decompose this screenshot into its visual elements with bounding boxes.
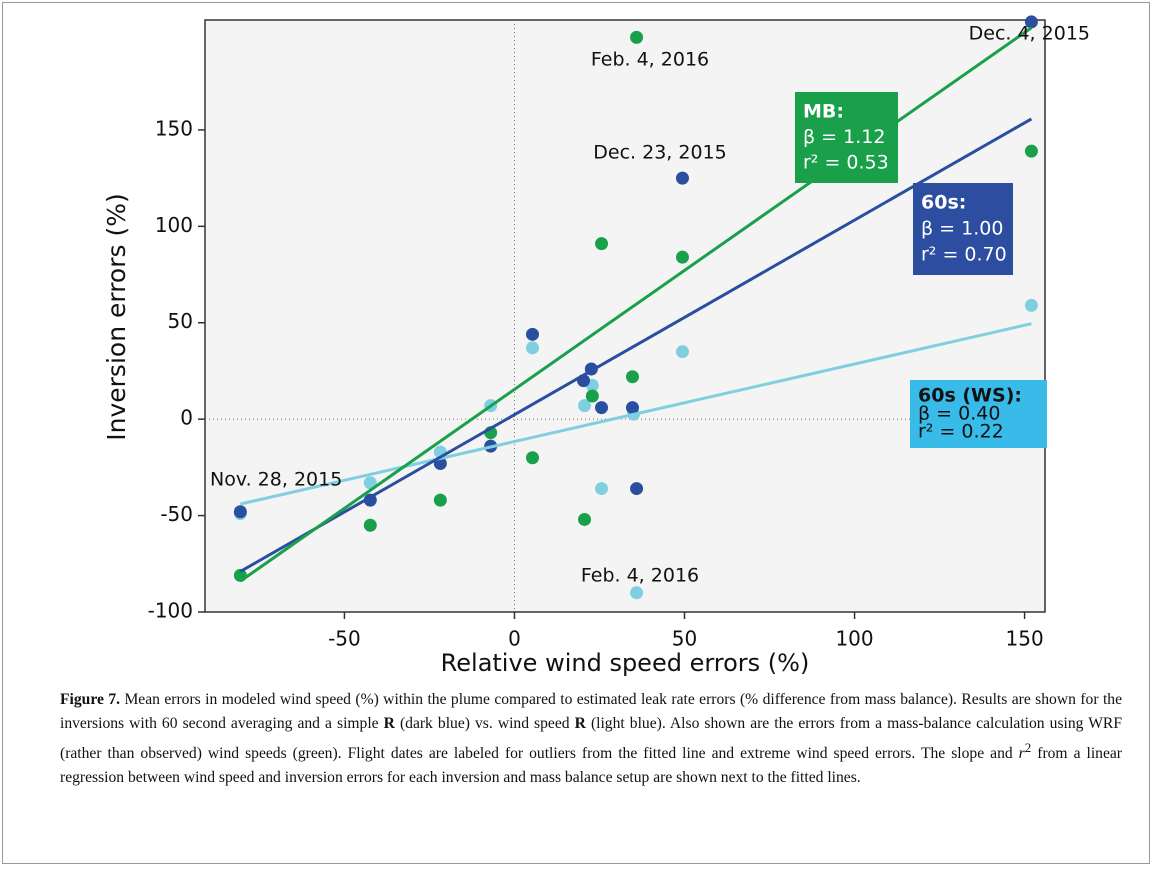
caption-symbol: R: [574, 715, 586, 732]
caption-symbol: R: [383, 715, 395, 732]
stats-name: 60s:: [921, 192, 966, 214]
point: [675, 171, 689, 185]
point: [595, 482, 609, 496]
point: [1024, 298, 1038, 312]
point: [433, 493, 447, 507]
stats-value: β = 0.40: [918, 403, 1000, 425]
stats-box-bg: [913, 183, 1013, 275]
point: [1024, 144, 1038, 158]
point: [525, 341, 539, 355]
fit-line: [239, 117, 1033, 573]
caption-superscript: 2: [1024, 740, 1032, 755]
point: [233, 505, 247, 519]
point: [630, 586, 644, 600]
point: [363, 476, 377, 490]
point: [595, 401, 609, 415]
x-tick-label: 150: [1006, 627, 1044, 651]
y-axis-label: Inversion errors (%): [102, 193, 131, 441]
stats-value: r² = 0.53: [803, 152, 889, 174]
annotation: Feb. 4, 2016: [581, 565, 699, 587]
caption-symbol: r: [1018, 745, 1025, 763]
annotation: Nov. 28, 2015: [210, 469, 342, 491]
stats-box-bg: [795, 92, 898, 183]
point: [585, 389, 599, 403]
point: [675, 250, 689, 264]
y-tick-label: 0: [180, 406, 193, 430]
y-tick-label: -50: [160, 502, 193, 526]
point: [595, 237, 609, 251]
point: [630, 482, 644, 496]
point: [525, 327, 539, 341]
stats-box: 60s: β = 1.00 r² = 0.70: [913, 183, 1013, 275]
x-tick-label: 0: [508, 627, 521, 651]
stats-value: β = 1.12: [803, 126, 885, 148]
y-tick-label: 150: [155, 116, 193, 140]
y-tick-label: 50: [168, 309, 193, 333]
plot-area: [204, 19, 1046, 613]
stats-box: MB: β = 1.12 r² = 0.53: [795, 92, 898, 183]
annotation: Dec. 4, 2015: [969, 23, 1090, 45]
stats-box-bg: [910, 380, 1047, 448]
caption-text: (dark blue) vs. wind speed: [394, 715, 575, 732]
stats-value: r² = 0.70: [921, 244, 1007, 266]
point: [578, 512, 592, 526]
y-tick-label: -100: [148, 599, 193, 623]
caption-text: (light blue). Also shown are the errors …: [60, 715, 1122, 763]
x-axis-label: Relative wind speed errors (%): [441, 649, 810, 677]
caption: Figure 7. Mean errors in modeled wind sp…: [60, 688, 1122, 790]
stats-name: 60s (WS):: [918, 385, 1022, 407]
annotation: Dec. 23, 2015: [593, 142, 726, 164]
fit-line: [240, 322, 1032, 506]
caption-text: Mean errors in modeled wind speed (%) wi…: [60, 691, 1122, 732]
fit-line: [239, 26, 1033, 583]
point: [630, 30, 644, 44]
x-tick-label: -50: [328, 627, 361, 651]
point: [1024, 15, 1038, 29]
point: [363, 518, 377, 532]
stats-value: β = 1.00: [921, 218, 1003, 240]
stats-name: MB:: [803, 100, 844, 122]
point: [625, 401, 639, 415]
annotation: Feb. 4, 2016: [591, 49, 709, 71]
caption-text: from a linear regression between wind sp…: [60, 745, 1122, 787]
point: [675, 345, 689, 359]
caption-label: Figure 7.: [60, 691, 121, 708]
point: [625, 370, 639, 384]
point: [578, 399, 592, 413]
point: [525, 451, 539, 465]
chart: Relative wind speed errors (%) Inversion…: [102, 15, 1090, 677]
stats-value: r² = 0.22: [918, 421, 1004, 443]
y-tick-label: 100: [155, 213, 193, 237]
x-tick-label: 100: [835, 627, 873, 651]
x-tick-label: 50: [672, 627, 697, 651]
